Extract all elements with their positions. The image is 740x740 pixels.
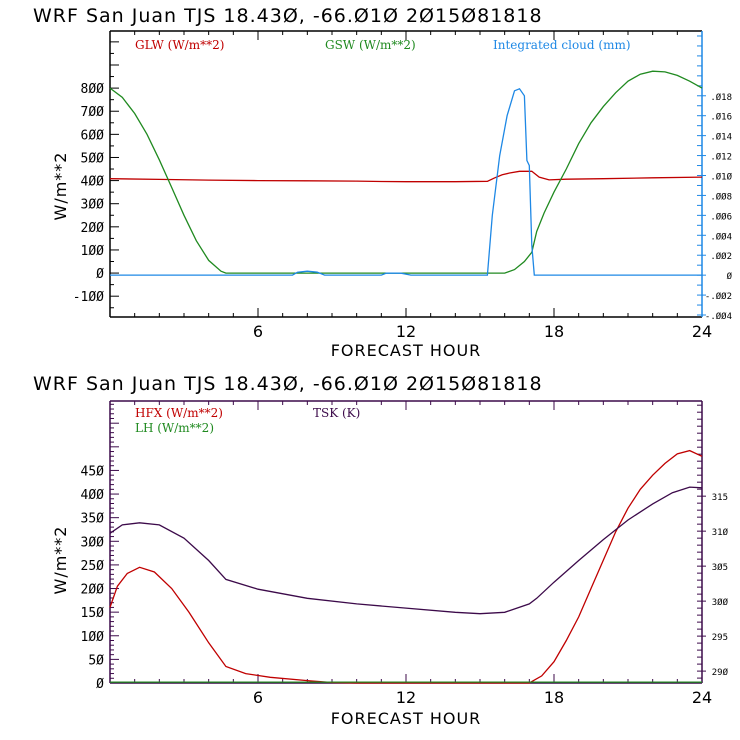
y2-tick-label: 295 bbox=[712, 633, 728, 643]
x-tick-label: 24 bbox=[692, 322, 712, 341]
series-line-integrated bbox=[110, 88, 702, 276]
y2-tick-label: .Ø18 bbox=[710, 92, 732, 103]
top-panel-axes: 6 12 18 24 8ØØ 7ØØ 6ØØ 5ØØ 4ØØ 3ØØ 2ØØ 1ØØ Ø -1ØØ .Ø18… bbox=[73, 30, 733, 341]
y2-tick-label: .Ø12 bbox=[710, 152, 732, 163]
y2-tick-label: .Ø14 bbox=[710, 132, 732, 143]
y-tick-label: 35Ø bbox=[81, 512, 105, 527]
y2-tick-label: 3ØØ bbox=[712, 597, 729, 608]
y2-tick-label: 29Ø bbox=[712, 667, 729, 678]
x-tick-label: 6 bbox=[253, 688, 263, 707]
series-line-glw bbox=[109, 170, 703, 183]
y2-tick-label: .ØØ2 bbox=[710, 251, 732, 262]
y-tick-label: 25Ø bbox=[81, 559, 105, 574]
top-panel-ylabel: W/m**2 bbox=[51, 152, 70, 221]
y-tick-label: 2ØØ bbox=[81, 583, 105, 598]
y2-tick-label: Ø bbox=[727, 271, 733, 282]
legend-cloud: Integrated cloud (mm) bbox=[493, 38, 631, 52]
bottom-panel-xlabel: FORECAST HOUR bbox=[331, 709, 482, 728]
y2-tick-label: .ØØ6 bbox=[710, 211, 732, 222]
y-tick-label: 2ØØ bbox=[81, 221, 105, 236]
bottom-panel-title: WRF San Juan TJS 18.43Ø, -66.Ø1Ø 2Ø15Ø81… bbox=[33, 373, 543, 395]
legend-hfx: HFX (W/m**2) bbox=[135, 406, 223, 420]
y-tick-label: 8ØØ bbox=[81, 82, 105, 97]
x-tick-label: 18 bbox=[544, 322, 564, 341]
legend-tsk: TSK (K) bbox=[313, 406, 360, 420]
x-tick-label: 6 bbox=[253, 322, 263, 341]
y2-tick-label: .Ø1Ø bbox=[710, 171, 732, 182]
x-tick-label: 24 bbox=[692, 688, 712, 707]
y-tick-label: -1ØØ bbox=[73, 290, 104, 305]
x-tick-label: 18 bbox=[544, 688, 564, 707]
y2-tick-label: 31Ø bbox=[712, 527, 729, 538]
y2-tick-label: .ØØ8 bbox=[710, 191, 732, 202]
y2-tick-label: 315 bbox=[712, 493, 728, 503]
y-tick-label: 5ØØ bbox=[81, 151, 105, 166]
bottom-panel-axes: 6 12 18 24 45Ø 4ØØ 35Ø 3ØØ 25Ø 2ØØ 15Ø 1ØØ 5Ø Ø 315 31Ø… bbox=[81, 400, 729, 707]
series-line-gsw bbox=[109, 70, 703, 274]
top-panel-xlabel: FORECAST HOUR bbox=[331, 341, 482, 360]
y-tick-label: 15Ø bbox=[81, 606, 105, 621]
y-tick-label: 7ØØ bbox=[81, 105, 105, 120]
y2-tick-label: .ØØ4 bbox=[710, 231, 732, 242]
y-tick-label: 5Ø bbox=[88, 653, 104, 668]
y-tick-label: 3ØØ bbox=[81, 535, 105, 550]
series-line-tsk bbox=[109, 486, 703, 615]
y2-tick-label: -.ØØ2 bbox=[705, 291, 732, 302]
y2-tick-label: 3Ø5 bbox=[712, 562, 728, 573]
y-tick-label: 4ØØ bbox=[81, 488, 105, 503]
y-tick-label: 6ØØ bbox=[81, 128, 105, 143]
top-panel-title: WRF San Juan TJS 18.43Ø, -66.Ø1Ø 2Ø15Ø81… bbox=[33, 5, 543, 27]
y-tick-label: 4ØØ bbox=[81, 175, 105, 190]
legend-gsw: GSW (W/m**2) bbox=[325, 38, 416, 52]
legend-lh: LH (W/m**2) bbox=[135, 421, 214, 435]
x-tick-label: 12 bbox=[396, 688, 416, 707]
bottom-panel-series bbox=[109, 449, 703, 684]
y-tick-label: 1ØØ bbox=[81, 244, 105, 259]
top-panel-series bbox=[109, 70, 703, 276]
bottom-panel-ylabel: W/m**2 bbox=[51, 526, 70, 595]
y-tick-label: 3ØØ bbox=[81, 198, 105, 213]
legend-glw: GLW (W/m**2) bbox=[135, 38, 224, 52]
y-tick-label: Ø bbox=[96, 677, 104, 692]
x-tick-label: 12 bbox=[396, 322, 416, 341]
y2-tick-label: -.ØØ4 bbox=[705, 311, 732, 322]
y-tick-label: 1ØØ bbox=[81, 630, 105, 645]
series-line-hfx bbox=[109, 449, 703, 684]
y-tick-label: 45Ø bbox=[81, 464, 105, 479]
y2-tick-label: .Ø16 bbox=[710, 112, 732, 123]
y-tick-label: Ø bbox=[96, 267, 104, 282]
